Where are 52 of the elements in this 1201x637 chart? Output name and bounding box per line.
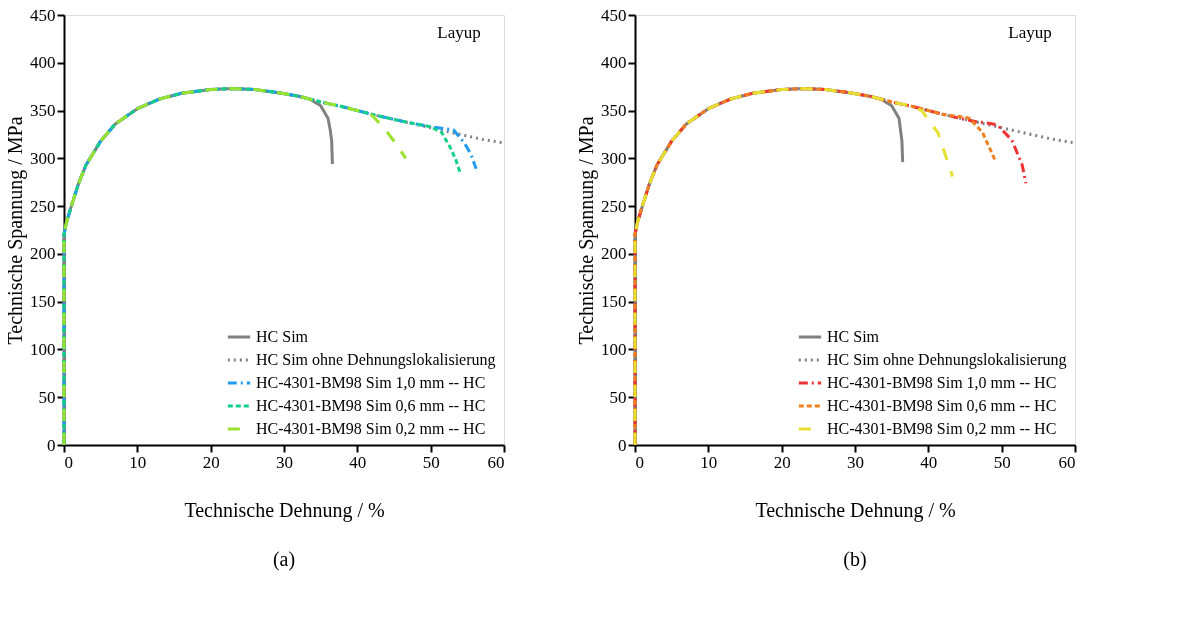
- y-tick-label: 200: [30, 244, 56, 264]
- y-tick-label: 400: [601, 53, 627, 73]
- x-tick-label: 10: [700, 452, 718, 472]
- y-tick-label: 350: [30, 101, 56, 121]
- legend-label: HC-4301-BM98 Sim 0,6 mm -- HC: [827, 397, 1057, 414]
- legend-label: HC-4301-BM98 Sim 1,0 mm -- HC: [827, 374, 1057, 391]
- annotation: Layup: [437, 23, 481, 42]
- y-tick-label: 50: [609, 387, 627, 407]
- legend-label: HC Sim ohne Dehnungslokalisierung: [827, 351, 1067, 369]
- y-axis-title: Technische Spannung / MPa: [4, 116, 27, 345]
- x-tick-label: 60: [487, 452, 505, 472]
- y-tick-label: 250: [30, 196, 56, 216]
- y-tick-label: 0: [618, 435, 627, 455]
- text: (b): [843, 548, 867, 571]
- legend-label: HC-4301-BM98 Sim 1,0 mm -- HC: [256, 374, 486, 391]
- x-tick-label: 40: [349, 452, 367, 472]
- y-tick-label: 100: [30, 339, 56, 359]
- text: (a): [272, 548, 296, 571]
- y-tick-label: 150: [601, 292, 627, 312]
- legend-label: HC-4301-BM98 Sim 0,6 mm -- HC: [256, 397, 486, 414]
- annotation: Layup: [1008, 23, 1052, 42]
- legend-label: HC Sim: [256, 328, 309, 345]
- x-tick-label: 0: [64, 452, 73, 472]
- y-tick-label: 450: [601, 5, 627, 25]
- x-tick-label: 30: [847, 452, 864, 472]
- y-tick-label: 50: [38, 387, 56, 407]
- x-tick-label: 20: [773, 452, 791, 472]
- x-tick-label: 30: [276, 452, 293, 472]
- x-tick-label: 20: [202, 452, 220, 472]
- y-tick-label: 450: [30, 5, 56, 25]
- y-tick-label: 250: [601, 196, 627, 216]
- legend-label: HC-4301-BM98 Sim 0,2 mm -- HC: [827, 420, 1057, 437]
- legend-label: HC Sim: [827, 328, 880, 345]
- y-tick-label: 350: [601, 101, 627, 121]
- y-tick-label: 400: [30, 53, 56, 73]
- x-tick-label: 50: [993, 452, 1011, 472]
- x-tick-label: 60: [1058, 452, 1076, 472]
- y-axis-title: Technische Spannung / MPa: [575, 116, 598, 345]
- x-tick-label: 50: [422, 452, 440, 472]
- y-tick-label: 150: [30, 292, 56, 312]
- y-tick-label: 0: [47, 435, 56, 455]
- y-tick-label: 300: [601, 148, 627, 168]
- y-tick-label: 200: [601, 244, 627, 264]
- y-tick-label: 300: [30, 148, 56, 168]
- x-tick-label: 40: [920, 452, 938, 472]
- legend-label: HC Sim ohne Dehnungslokalisierung: [256, 351, 496, 369]
- x-tick-label: 0: [635, 452, 644, 472]
- legend-label: HC-4301-BM98 Sim 0,2 mm -- HC: [256, 420, 486, 437]
- x-axis-title: Technische Dehnung / %: [755, 498, 956, 522]
- y-tick-label: 100: [601, 339, 627, 359]
- x-tick-label: 10: [129, 452, 147, 472]
- x-axis-title: Technische Dehnung / %: [184, 498, 385, 522]
